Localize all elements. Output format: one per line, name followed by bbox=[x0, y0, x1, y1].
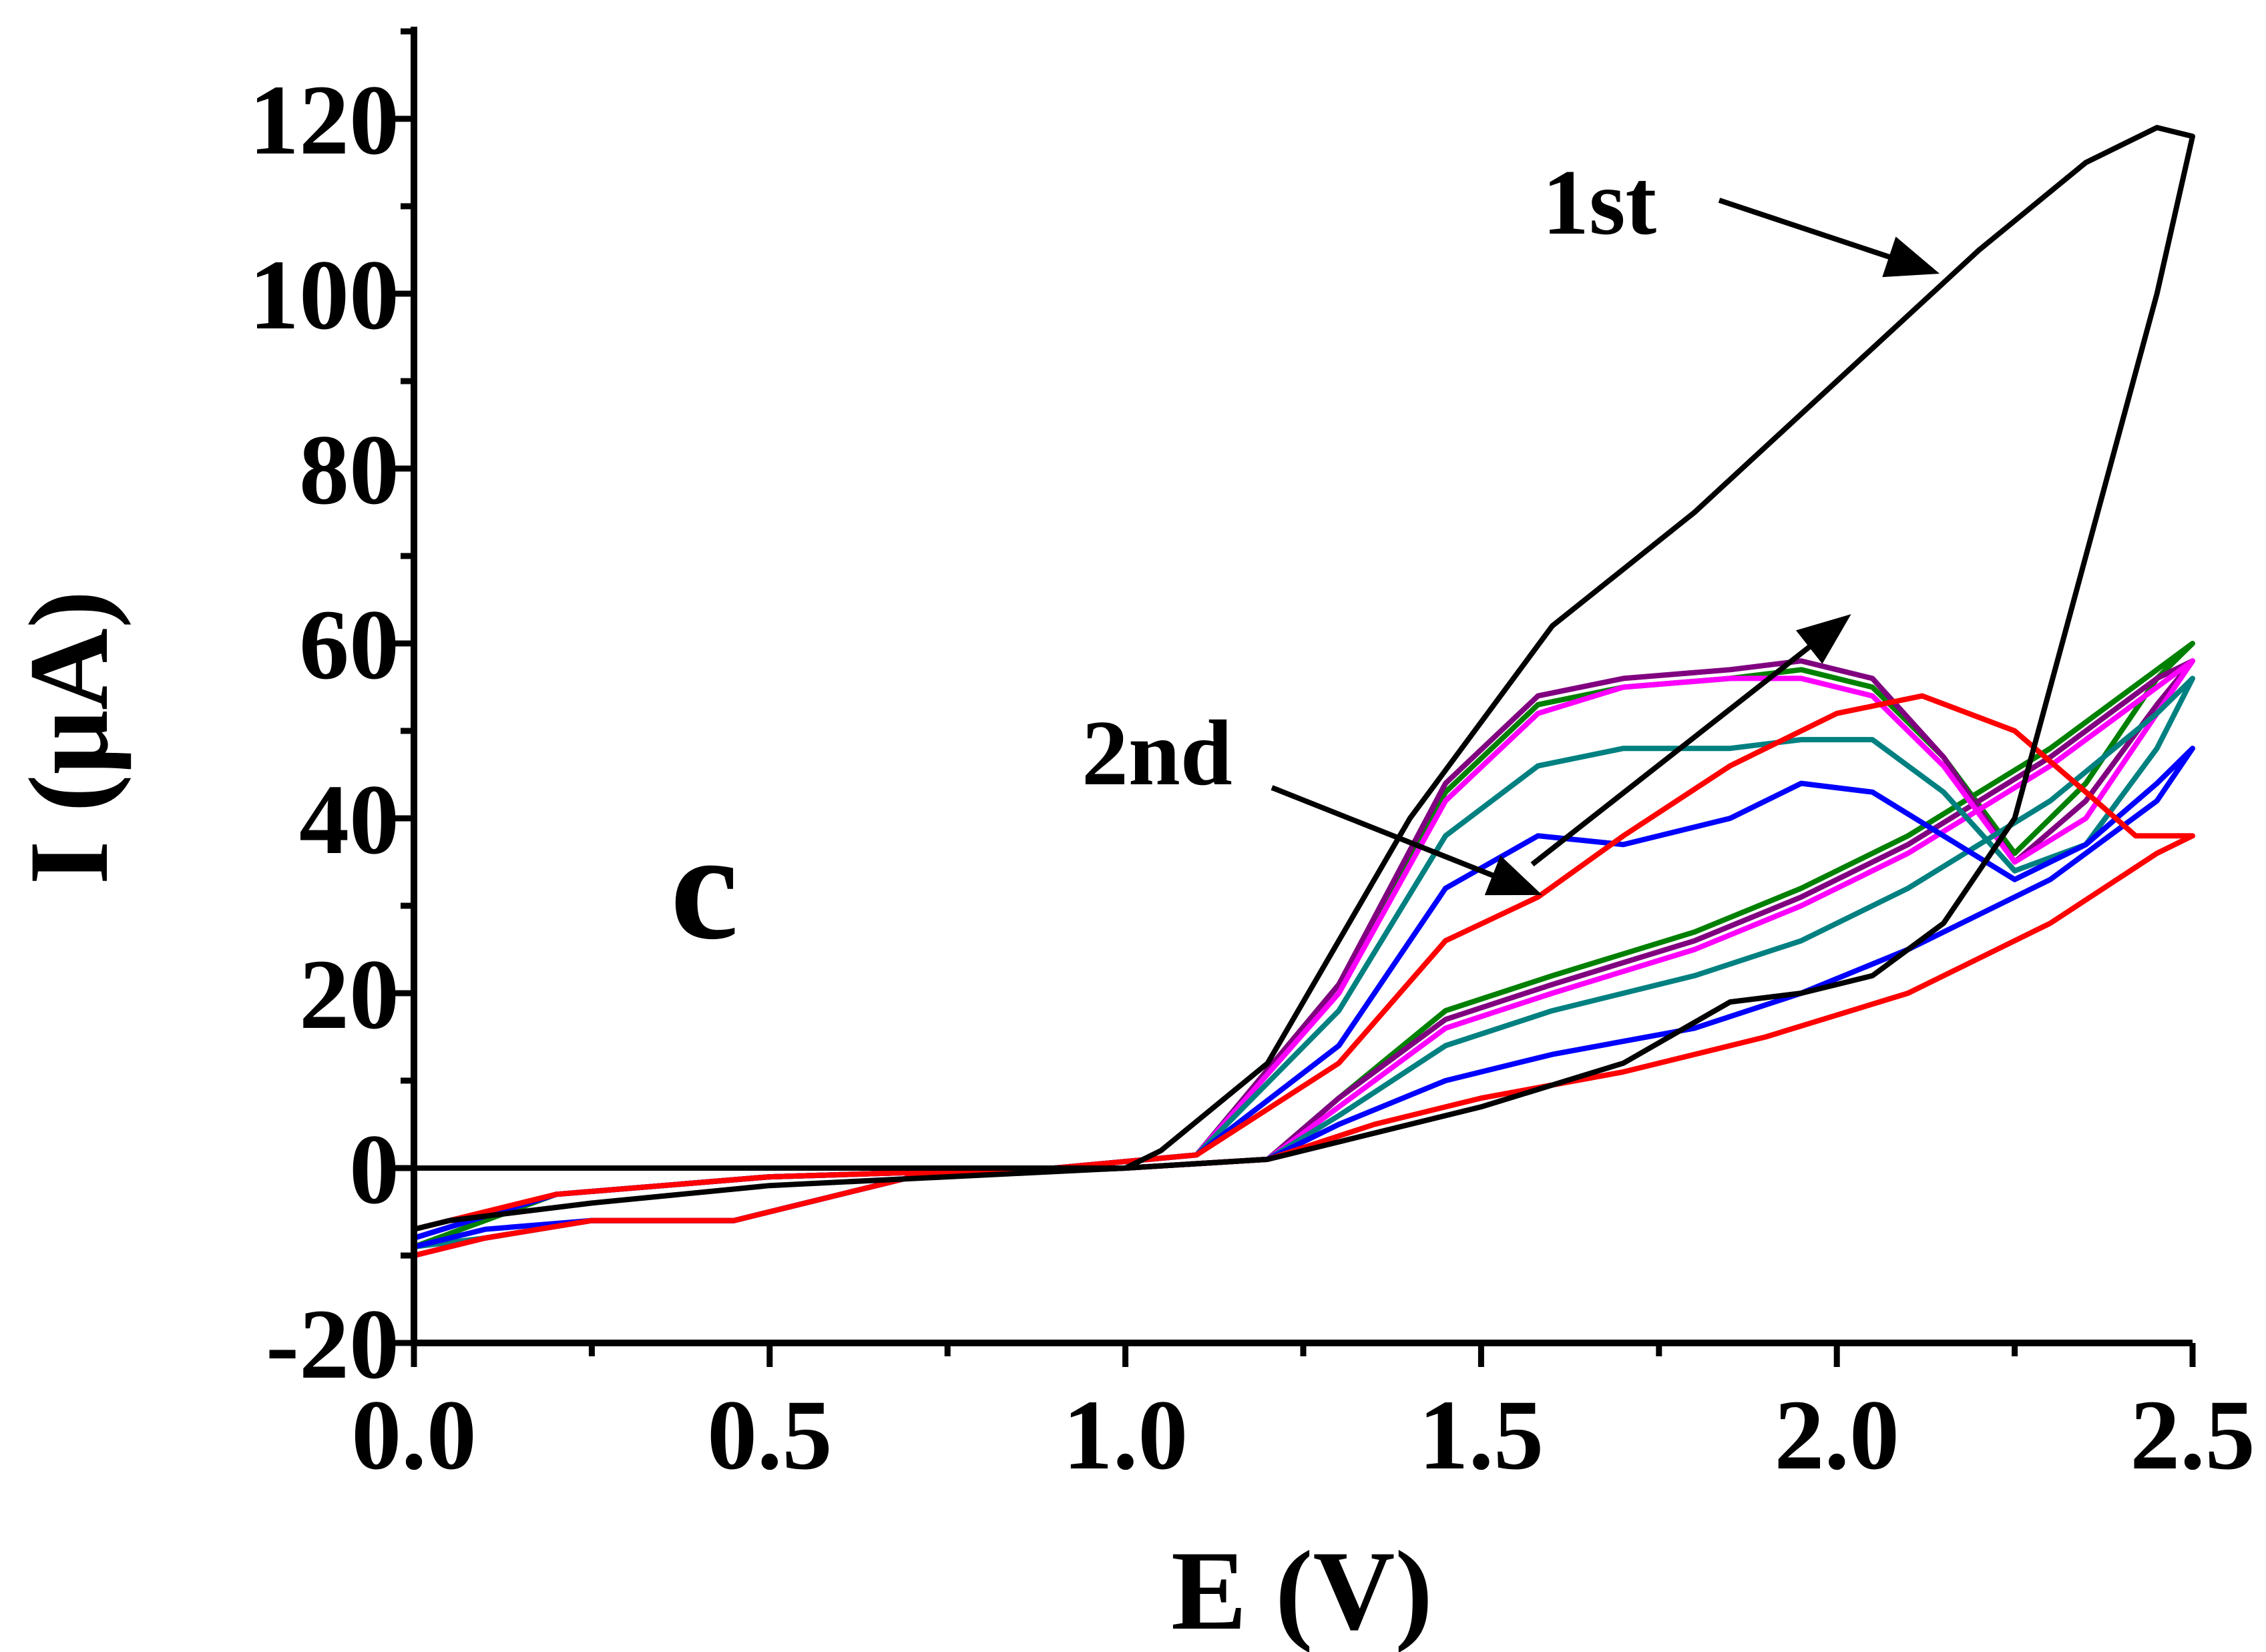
x-axis-title: E (V) bbox=[1171, 1528, 1433, 1652]
panel-label: c bbox=[670, 801, 738, 971]
x-tick-label: 1.5 bbox=[1419, 1380, 1544, 1490]
y-tick-label: 100 bbox=[249, 240, 399, 350]
y-tick-label: 20 bbox=[299, 939, 399, 1050]
y-tick-label: 80 bbox=[299, 415, 399, 525]
y-tick-label: 0 bbox=[349, 1114, 399, 1225]
arrow-increasing-cycles bbox=[1530, 614, 1851, 867]
x-tick-label: 1.0 bbox=[1063, 1380, 1188, 1490]
x-tick-label: 2.0 bbox=[1774, 1380, 1899, 1490]
plot-traces bbox=[411, 125, 2195, 1258]
y-tick-label: 120 bbox=[249, 65, 399, 176]
x-tick-label: 2.5 bbox=[2130, 1380, 2255, 1490]
series-line bbox=[411, 125, 2195, 1232]
x-tick-label: 0.0 bbox=[351, 1380, 477, 1490]
annotation-2nd: 2nd bbox=[1082, 702, 1232, 805]
x-tick-label: 0.5 bbox=[707, 1380, 833, 1490]
arrow-2nd bbox=[1271, 785, 1542, 896]
annotation-1st: 1st bbox=[1542, 151, 1656, 254]
y-tick-label: 60 bbox=[299, 589, 399, 700]
y-tick-label: 40 bbox=[299, 764, 399, 875]
axis-ticks bbox=[390, 28, 2196, 1367]
y-tick-labels: -20 0 20 40 60 80 100 120 bbox=[249, 65, 399, 1400]
y-axis-title: I (μA) bbox=[6, 590, 132, 884]
y-tick-label: -20 bbox=[266, 1289, 399, 1400]
arrow-1st bbox=[1718, 198, 1940, 278]
x-tick-labels: 0.0 0.5 1.0 1.5 2.0 2.5 bbox=[351, 1380, 2255, 1490]
